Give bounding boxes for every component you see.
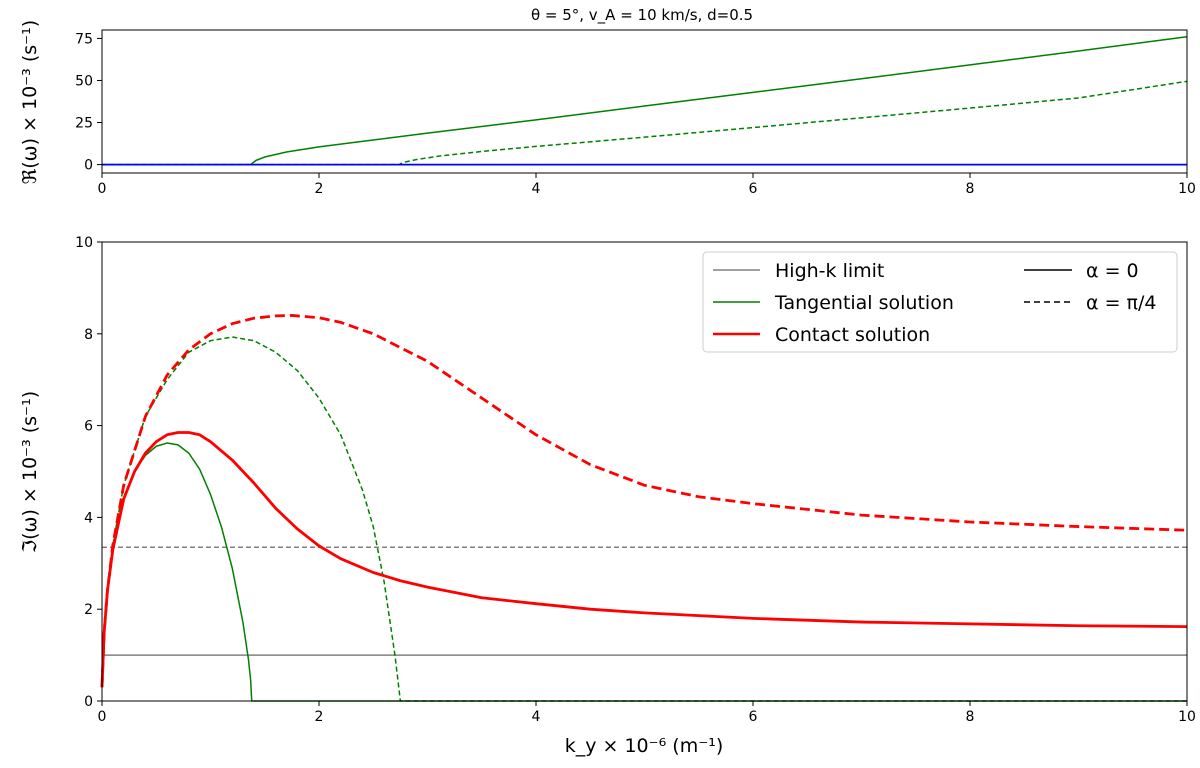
bottom-series-tangential-solutionalpha-pi4 <box>101 336 1187 702</box>
legend-label-alpha-0: α = 0 <box>1086 260 1139 282</box>
bottom-y-tick-label: 10 <box>75 235 93 251</box>
bottom-x-tick-label: 2 <box>315 709 324 725</box>
bottom-series-tangential-solutionalpha-0 <box>101 442 1187 702</box>
legend-label-tangential: Tangential solution <box>774 292 954 314</box>
top-x-tick-label: 4 <box>532 181 541 197</box>
top-x-ticks: 0 2 4 6 8 10 <box>98 173 1196 197</box>
top-x-tick-label: 8 <box>966 181 975 197</box>
top-axes-frame <box>101 29 1188 174</box>
top-series-tangential-solutionalpha-0 <box>102 35 1188 166</box>
bottom-y-tick-label: 0 <box>84 694 93 710</box>
top-y-axis-label: ℜ(ω) × 10⁻³ (s⁻¹) <box>19 20 41 184</box>
bottom-y-axis-label: ℑ(ω) × 10⁻³ (s⁻¹) <box>19 391 41 553</box>
bottom-x-tick-label: 6 <box>749 709 758 725</box>
top-x-tick-label: 10 <box>1178 181 1196 197</box>
top-series-tangential-solutionalpha-pi4 <box>102 80 1188 166</box>
bottom-x-tick-label: 4 <box>532 709 541 725</box>
bottom-y-tick-label: 8 <box>84 327 93 343</box>
bottom-panel-imaginary-part: 0 2 4 6 8 10 0 2 4 6 8 10 ℑ(ω) × 10⁻³ (s⁻¹) k_y × … <box>19 235 1196 757</box>
bottom-series-contact-solutionalpha-pi4 <box>100 314 1188 688</box>
bottom-y-tick-label: 6 <box>84 419 93 435</box>
top-y-tick-label: 25 <box>75 116 93 132</box>
bottom-y-tick-label: 2 <box>84 602 93 618</box>
top-panel-real-part: θ = 5°, v_A = 10 km/s, d=0.5 0 2 4 6 8 10 0 25… <box>19 6 1196 197</box>
top-x-tick-label: 0 <box>98 181 107 197</box>
bottom-series-group <box>100 314 1188 702</box>
bottom-x-tick-label: 0 <box>98 709 107 725</box>
top-y-tick-label: 0 <box>84 158 93 174</box>
top-x-tick-label: 2 <box>315 181 324 197</box>
legend-label-contact: Contact solution <box>775 324 930 346</box>
top-y-tick-label: 75 <box>75 31 93 47</box>
bottom-x-ticks: 0 2 4 6 8 10 <box>98 701 1196 725</box>
top-x-tick-label: 6 <box>749 181 758 197</box>
bottom-x-tick-label: 10 <box>1178 709 1196 725</box>
legend: High-k limit Tangential solution Contact… <box>702 251 1178 353</box>
legend-label-alpha-pi4: α = π/4 <box>1086 292 1156 314</box>
bottom-series-contact-solutionalpha-0 <box>100 431 1188 688</box>
top-y-ticks: 0 25 50 75 <box>75 31 102 174</box>
top-y-tick-label: 50 <box>75 73 93 89</box>
bottom-axes-frame <box>101 241 1188 702</box>
legend-box <box>702 251 1178 353</box>
bottom-x-tick-label: 8 <box>966 709 975 725</box>
bottom-y-tick-label: 4 <box>84 510 93 526</box>
bottom-y-ticks: 0 2 4 6 8 10 <box>75 235 102 710</box>
top-panel-title: θ = 5°, v_A = 10 km/s, d=0.5 <box>531 6 753 25</box>
top-series-group <box>102 35 1188 166</box>
bottom-x-axis-label: k_y × 10⁻⁶ (m⁻¹) <box>565 735 724 757</box>
legend-label-high-k: High-k limit <box>775 260 884 282</box>
